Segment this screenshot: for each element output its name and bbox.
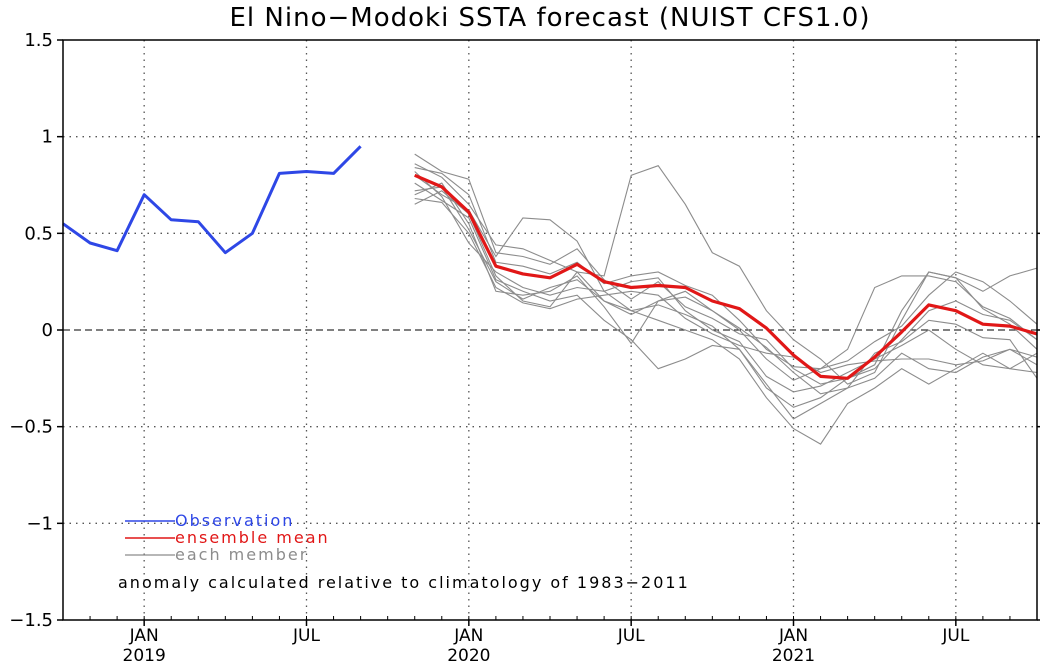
- x-tick-month-label: JUL: [292, 626, 320, 646]
- member-series-line: [414, 163, 1038, 395]
- legend: Observation ensemble mean each member: [125, 511, 330, 564]
- x-tick-year-label: 2019: [123, 646, 166, 663]
- y-tick-label: −1: [26, 513, 53, 534]
- observation-series-group: [62, 145, 362, 255]
- legend-observation-label: Observation: [175, 511, 294, 530]
- x-tick-month-label: JAN: [129, 626, 159, 646]
- x-tick-year-label: 2020: [447, 646, 490, 663]
- y-tick-label: 0: [42, 320, 53, 341]
- legend-member-label: each member: [175, 545, 308, 564]
- chart-title: El Nino−Modoki SSTA forecast (NUIST CFS1…: [230, 3, 871, 33]
- y-tick-label: −0.5: [9, 417, 53, 438]
- member-series-line: [414, 182, 1038, 408]
- member-series-line: [414, 174, 1038, 445]
- x-tick-month-label: JAN: [453, 626, 483, 646]
- member-series-group: [414, 153, 1038, 445]
- y-tick-label: 0.5: [24, 223, 53, 244]
- ensemble-mean-series-line: [414, 173, 1038, 380]
- x-tick-year-label: 2021: [772, 646, 815, 663]
- member-series-line: [414, 167, 1038, 370]
- x-tick-month-label: JAN: [778, 626, 808, 646]
- ensemble-mean-series-group: [414, 173, 1038, 380]
- member-series-line: [414, 165, 1038, 385]
- y-tick-label: 1: [42, 127, 53, 148]
- member-series-line: [414, 171, 1038, 393]
- legend-ensemble-mean-label: ensemble mean: [175, 528, 330, 547]
- y-tick-label: −1.5: [9, 610, 53, 631]
- y-tick-label: 1.5: [24, 30, 53, 51]
- member-series-line: [414, 197, 1038, 374]
- climatology-annotation: anomaly calculated relative to climatolo…: [118, 573, 690, 592]
- observation-series-line: [62, 145, 362, 255]
- x-tick-month-label: JUL: [617, 626, 645, 646]
- member-series-line: [414, 186, 1038, 420]
- member-series-line: [414, 182, 1038, 381]
- y-axis-ticks: −1.5 −1 −0.5 0 0.5 1 1.5: [9, 30, 1040, 631]
- grid-lines: [63, 40, 1037, 620]
- x-tick-month-label: JUL: [941, 626, 969, 646]
